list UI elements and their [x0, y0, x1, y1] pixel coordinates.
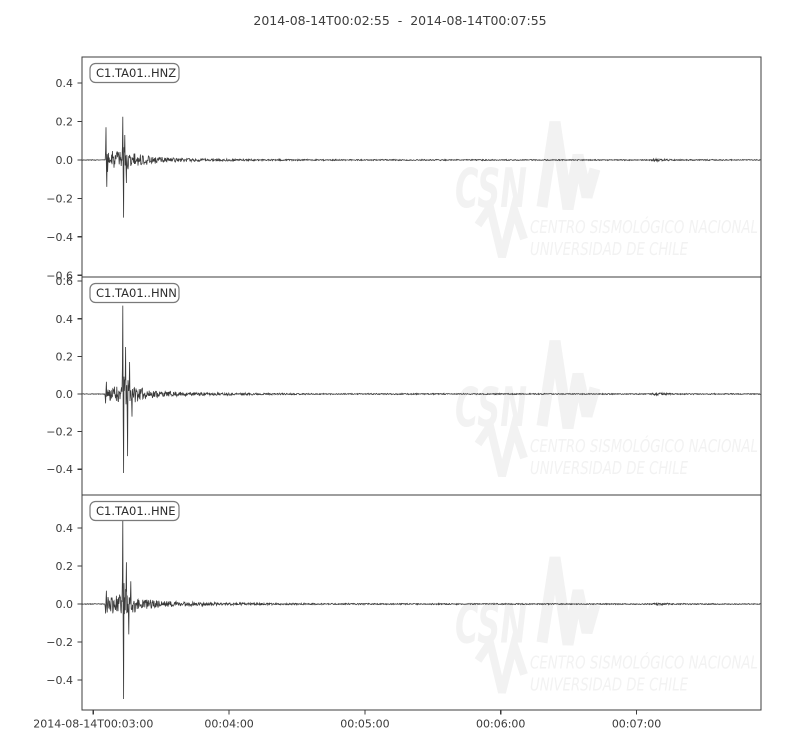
csn-watermark-line1: CENTRO SISMOLÓGICO NACIONAL — [530, 216, 758, 238]
y-tick-label: 0.2 — [56, 116, 74, 129]
trace-id-box — [89, 282, 180, 304]
y-tick-label: 0.4 — [56, 522, 74, 535]
seismic-trace — [82, 116, 761, 218]
y-tick-label: 0.6 — [56, 275, 74, 288]
y-tick-label: 0.0 — [56, 388, 74, 401]
trace-id-box — [89, 62, 180, 84]
x-tick-label: 00:04:00 — [204, 718, 253, 731]
csn-watermark-line1: CENTRO SISMOLÓGICO NACIONAL — [530, 652, 758, 674]
y-tick-label: −0.6 — [46, 269, 73, 282]
csn-watermark-line1: CENTRO SISMOLÓGICO NACIONAL — [530, 435, 758, 457]
x-tick-label: 2014-08-14T00:03:00 — [33, 718, 153, 731]
x-tick-label: 00:06:00 — [476, 718, 525, 731]
panel-frame — [81, 494, 762, 711]
y-tick-label: −0.4 — [46, 674, 73, 687]
csn-watermark-zigzag-icon — [536, 121, 601, 211]
y-tick-label: 0.0 — [56, 598, 74, 611]
csn-watermark-zigzag-icon — [536, 556, 601, 646]
csn-watermark-zigzag-small-icon — [474, 194, 528, 258]
y-tick-label: −0.2 — [46, 192, 73, 205]
csn-watermark-line2: UNIVERSIDAD DE CHILE — [530, 240, 689, 260]
csn-watermark-line2: UNIVERSIDAD DE CHILE — [530, 676, 689, 696]
y-tick-label: 0.2 — [56, 350, 74, 363]
trace-id-label: C1.TA01..HNZ — [96, 66, 176, 80]
y-tick-label: −0.2 — [46, 636, 73, 649]
seismic-trace — [82, 517, 761, 700]
csn-watermark-line2: UNIVERSIDAD DE CHILE — [530, 459, 689, 479]
csn-watermark-zigzag-small-icon — [474, 413, 528, 477]
y-tick-label: 0.4 — [56, 313, 74, 326]
y-tick-label: 0.4 — [56, 77, 74, 90]
seismic-trace — [82, 305, 761, 474]
x-tick-label: 00:05:00 — [340, 718, 389, 731]
y-tick-label: 0.0 — [56, 154, 74, 167]
y-tick-label: 0.2 — [56, 560, 74, 573]
trace-id-label: C1.TA01..HNN — [96, 286, 177, 300]
figure-title: 2014-08-14T00:02:55 - 2014-08-14T00:07:5… — [253, 13, 547, 28]
csn-watermark-zigzag-icon — [536, 340, 601, 430]
y-tick-label: −0.2 — [46, 426, 73, 439]
y-tick-label: −0.4 — [46, 231, 73, 244]
trace-id-label: C1.TA01..HNE — [96, 504, 175, 518]
x-tick-label: 00:07:00 — [612, 718, 661, 731]
y-tick-label: −0.4 — [46, 463, 73, 476]
csn-watermark-zigzag-small-icon — [474, 630, 528, 694]
trace-id-box — [89, 500, 180, 522]
